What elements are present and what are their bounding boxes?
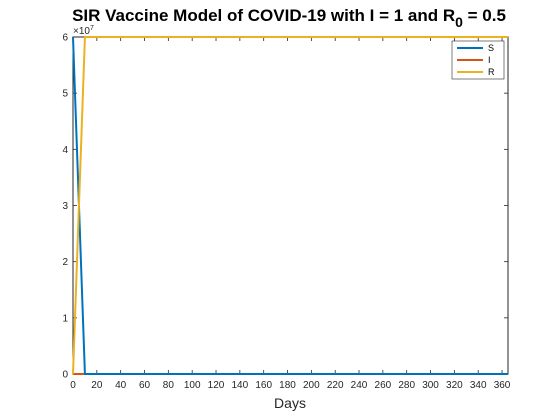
x-tick-label: 200	[303, 380, 320, 391]
x-tick-label: 300	[422, 380, 439, 391]
y-tick-label: 6	[62, 33, 68, 44]
x-tick-label: 340	[470, 380, 487, 391]
plot-area	[72, 36, 509, 375]
chart-title: SIR Vaccine Model of COVID-19 with I = 1…	[72, 6, 506, 30]
x-tick-label: 240	[351, 380, 368, 391]
x-tick-label: 140	[232, 380, 249, 391]
x-tick-label: 280	[398, 380, 415, 391]
x-tick-label: 60	[139, 380, 151, 391]
x-tick-label: 40	[115, 380, 127, 391]
x-tick-label: 220	[327, 380, 344, 391]
y-tick-label: 5	[62, 89, 68, 100]
x-tick-label: 320	[446, 380, 463, 391]
x-tick-label: 260	[375, 380, 392, 391]
legend-label-s: S	[488, 43, 494, 53]
y-tick-label: 4	[62, 145, 68, 156]
legend: SIR	[451, 40, 505, 80]
x-tick-label: 20	[91, 380, 103, 391]
chart-title-suffix: = 0.5	[463, 6, 506, 25]
chart-title-main: SIR Vaccine Model of COVID-19 with I = 1…	[72, 6, 455, 25]
x-tick-label: 160	[255, 380, 272, 391]
y-tick-label: 1	[62, 313, 68, 324]
y-axis-ticks: 0 1 2 3 4 5 6	[62, 33, 508, 381]
x-tick-label: 360	[494, 380, 511, 391]
legend-label-r: R	[488, 67, 495, 77]
x-tick-label: 80	[163, 380, 175, 391]
y-axis-exponent: ×107	[73, 25, 94, 37]
y-tick-label: 3	[62, 201, 68, 212]
axes-box	[72, 36, 509, 375]
series-lines	[72, 36, 508, 375]
x-axis-ticks: 0 20 40 60 80 100 120 140 160 180 200 220 240 260 280 3…	[70, 37, 511, 391]
y-tick-label: 2	[62, 257, 68, 268]
y-exponent-base: ×10	[73, 26, 90, 37]
legend-label-i: I	[488, 55, 491, 65]
x-tick-label: 0	[70, 380, 76, 391]
x-axis-label: Days	[274, 395, 306, 411]
y-tick-label: 0	[62, 370, 68, 381]
x-tick-label: 180	[279, 380, 296, 391]
y-exponent-power: 7	[90, 25, 94, 32]
chart-title-subscript: 0	[455, 14, 463, 30]
series-line-r	[72, 36, 508, 375]
x-tick-label: 100	[184, 380, 201, 391]
x-tick-label: 120	[208, 380, 225, 391]
